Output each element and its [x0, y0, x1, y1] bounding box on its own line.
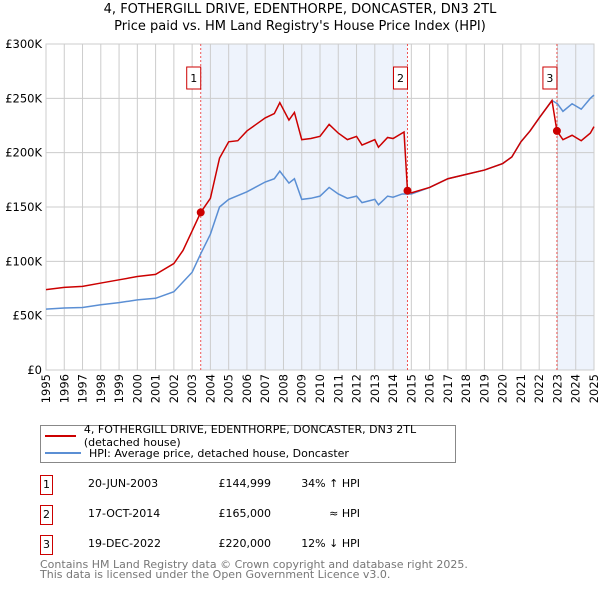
sale-label-box: [186, 66, 202, 90]
x-tick-label: 2006: [240, 374, 254, 403]
sale-point: [403, 186, 412, 195]
legend-item-property: 4, FOTHERGILL DRIVE, EDENTHORPE, DONCAST…: [45, 423, 455, 449]
footer-line: Contains HM Land Registry data © Crown c…: [40, 558, 468, 571]
y-tick-label: £300K: [5, 37, 42, 51]
footer-line: This data is licensed under the Open Gov…: [40, 568, 391, 581]
x-tick-label: 2022: [532, 374, 546, 403]
y-tick-label: £150K: [5, 200, 42, 214]
property-price-line: [45, 98, 595, 291]
transaction-hpi: 12% ↓ HPI: [301, 537, 360, 550]
transaction-number: 3: [40, 535, 53, 555]
transaction-hpi: ≈ HPI: [329, 507, 360, 520]
legend-swatch-blue: [45, 452, 81, 454]
x-tick-label: 1996: [57, 374, 71, 403]
transaction-row: 2 17-OCT-2014 £165,000 ≈ HPI: [40, 505, 440, 525]
chart-subtitle: Price paid vs. HM Land Registry's House …: [114, 19, 486, 34]
x-tick-label: 2011: [331, 374, 345, 403]
x-tick-label: 2012: [350, 374, 364, 403]
transaction-date: 20-JUN-2003: [88, 477, 159, 490]
x-tick-label: 2016: [423, 374, 437, 403]
y-tick-label: £50K: [13, 309, 43, 323]
x-tick-label: 2008: [276, 374, 290, 403]
x-tick-label: 2003: [185, 374, 199, 403]
x-tick-label: 1997: [76, 374, 90, 403]
x-tick-label: 1998: [94, 374, 108, 403]
sale-label: 3: [546, 72, 553, 85]
x-tick-label: 1999: [112, 374, 126, 403]
transaction-number: 1: [40, 475, 53, 495]
y-tick-label: £100K: [5, 254, 42, 268]
x-tick-label: 2025: [587, 374, 600, 403]
sale-label-box: [542, 66, 558, 90]
y-tick-label: £200K: [5, 146, 42, 160]
x-tick-label: 2021: [514, 374, 528, 403]
x-tick-label: 2020: [496, 374, 510, 403]
plot-border: [45, 43, 595, 371]
x-tick-label: 2001: [149, 374, 163, 403]
transaction-price: £144,999: [218, 477, 272, 490]
x-tick-label: 2015: [404, 374, 418, 403]
x-tick-label: 2024: [569, 374, 583, 403]
transaction-row: 1 20-JUN-2003 £144,999 34% ↑ HPI: [40, 475, 440, 495]
sale-point: [552, 126, 561, 135]
transaction-price: £220,000: [218, 537, 272, 550]
transaction-hpi: 34% ↑ HPI: [301, 477, 360, 490]
legend-item-hpi: HPI: Average price, detached house, Donc…: [45, 446, 349, 460]
x-tick-label: 2017: [441, 374, 455, 403]
x-tick-label: 2009: [295, 374, 309, 403]
transaction-price: £165,000: [218, 507, 272, 520]
x-tick-label: 2013: [368, 374, 382, 403]
x-tick-label: 2005: [222, 374, 236, 403]
x-tick-label: 2014: [386, 374, 400, 403]
footer: Contains HM Land Registry data © Crown c…: [40, 558, 468, 581]
x-tick-label: 2010: [313, 374, 327, 403]
sale-label: 2: [397, 72, 404, 85]
x-tick-label: 2023: [550, 374, 564, 403]
chart-title: 4, FOTHERGILL DRIVE, EDENTHORPE, DONCAST…: [103, 2, 497, 17]
transaction-row: 3 19-DEC-2022 £220,000 12% ↓ HPI: [40, 535, 440, 555]
transaction-number: 2: [40, 505, 53, 525]
transaction-date: 19-DEC-2022: [88, 537, 162, 550]
x-tick-label: 2000: [130, 374, 144, 403]
price-chart: 1995 1996 1997 1998 1999 2000 2001 2002 2003 2004…: [5, 37, 600, 403]
y-tick-label: £0: [27, 363, 42, 377]
x-tick-label: 2019: [477, 374, 491, 403]
sale-label: 1: [190, 72, 197, 85]
legend: 4, FOTHERGILL DRIVE, EDENTHORPE, DONCAST…: [40, 423, 456, 463]
sale-point: [196, 208, 205, 217]
legend-label: HPI: Average price, detached house, Donc…: [89, 446, 349, 460]
x-tick-label: 2002: [167, 374, 181, 403]
x-tick-label: 2018: [459, 374, 473, 403]
y-tick-label: £250K: [5, 91, 42, 105]
x-tick-label: 1995: [39, 374, 53, 403]
transaction-date: 17-OCT-2014: [88, 507, 161, 520]
x-tick-label: 2007: [258, 374, 272, 403]
legend-swatch-red: [45, 435, 76, 437]
sale-label-box: [392, 66, 408, 90]
x-tick-label: 2004: [203, 374, 217, 403]
legend-label: 4, FOTHERGILL DRIVE, EDENTHORPE, DONCAST…: [83, 423, 417, 449]
